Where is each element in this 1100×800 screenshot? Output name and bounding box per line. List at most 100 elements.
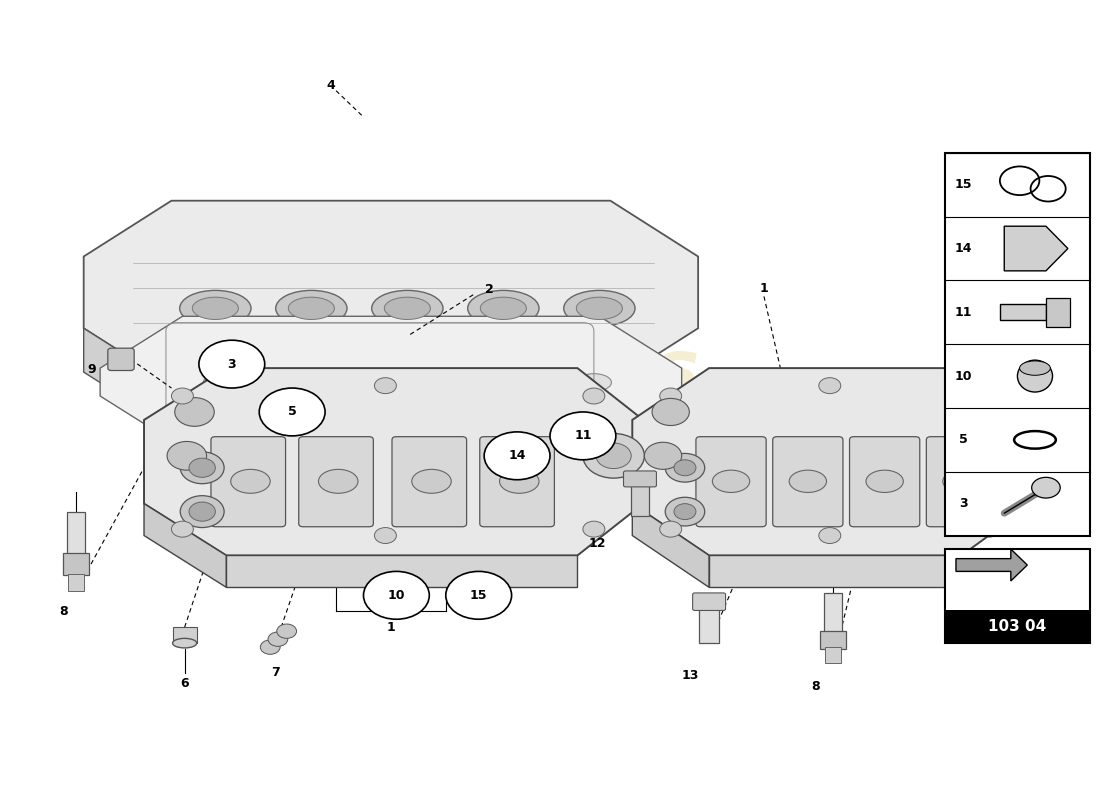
Circle shape [260,388,326,436]
Circle shape [167,442,207,470]
Ellipse shape [204,374,239,391]
Ellipse shape [292,374,327,391]
Ellipse shape [576,374,612,391]
Polygon shape [84,328,172,428]
Text: 8: 8 [811,681,819,694]
FancyBboxPatch shape [108,348,134,370]
FancyBboxPatch shape [63,553,89,575]
Text: 15: 15 [470,589,487,602]
Bar [631,484,649,515]
Text: 10: 10 [955,370,972,382]
Text: 6: 6 [180,677,189,690]
Circle shape [484,432,550,480]
Circle shape [1032,478,1060,498]
Ellipse shape [319,470,358,494]
Ellipse shape [499,470,539,494]
Ellipse shape [276,290,346,326]
Circle shape [818,527,840,543]
Polygon shape [1004,226,1068,271]
Text: 7: 7 [272,666,280,679]
FancyBboxPatch shape [696,437,767,526]
Ellipse shape [231,470,271,494]
Text: 4: 4 [327,78,334,91]
Circle shape [660,388,682,404]
FancyBboxPatch shape [849,437,920,526]
FancyBboxPatch shape [392,437,466,526]
FancyBboxPatch shape [211,437,286,526]
Circle shape [363,571,429,619]
Circle shape [978,388,1000,404]
Text: 3: 3 [228,358,236,370]
Circle shape [180,452,224,484]
Ellipse shape [481,297,527,319]
Circle shape [199,340,265,388]
Polygon shape [632,368,1033,555]
Circle shape [583,434,645,478]
Polygon shape [172,384,610,428]
Ellipse shape [288,297,334,319]
Bar [945,610,1090,643]
Circle shape [172,521,194,537]
Bar [1000,304,1046,320]
Text: 12: 12 [588,537,606,550]
Ellipse shape [713,470,750,493]
Polygon shape [956,549,1027,581]
Polygon shape [84,201,699,384]
Bar [700,607,719,643]
Circle shape [666,498,705,526]
Circle shape [175,398,214,426]
Text: 11: 11 [574,430,592,442]
FancyBboxPatch shape [926,437,997,526]
Text: 1: 1 [386,621,395,634]
Ellipse shape [179,290,251,326]
Ellipse shape [943,470,980,493]
Text: 14: 14 [955,242,972,255]
Polygon shape [227,555,578,587]
Bar [945,549,1090,643]
Bar [1046,298,1070,326]
Bar [825,647,840,663]
Text: 1: 1 [760,282,768,295]
Circle shape [818,378,840,394]
Circle shape [268,632,288,646]
Ellipse shape [468,290,539,326]
Ellipse shape [384,297,430,319]
Circle shape [172,388,194,404]
Ellipse shape [192,297,239,319]
Polygon shape [144,368,644,555]
FancyBboxPatch shape [624,471,657,487]
Circle shape [978,521,1000,537]
Polygon shape [144,504,227,587]
Bar [68,574,84,591]
Polygon shape [100,316,682,448]
Ellipse shape [372,290,443,326]
Bar [67,512,85,555]
Text: 5: 5 [959,434,968,446]
Circle shape [277,624,297,638]
Text: eurospares: eurospares [226,335,700,409]
Circle shape [674,460,696,476]
Circle shape [180,496,224,527]
Circle shape [374,527,396,543]
Text: 103 04: 103 04 [988,619,1046,634]
Text: 3: 3 [959,497,968,510]
Text: 14: 14 [508,450,526,462]
Ellipse shape [173,638,197,648]
Ellipse shape [1020,361,1050,375]
FancyBboxPatch shape [299,437,373,526]
FancyBboxPatch shape [820,631,846,649]
Ellipse shape [563,290,635,326]
Circle shape [674,504,696,519]
Text: 2: 2 [485,283,494,297]
Text: a passion for parts since 1985: a passion for parts since 1985 [273,432,651,456]
Circle shape [666,454,705,482]
Text: 11: 11 [955,306,972,319]
Text: 13: 13 [682,669,700,682]
Circle shape [645,442,682,470]
Ellipse shape [411,470,451,494]
Bar [945,153,1090,535]
Circle shape [583,521,605,537]
Circle shape [189,458,216,478]
Circle shape [261,640,280,654]
Circle shape [596,443,631,469]
